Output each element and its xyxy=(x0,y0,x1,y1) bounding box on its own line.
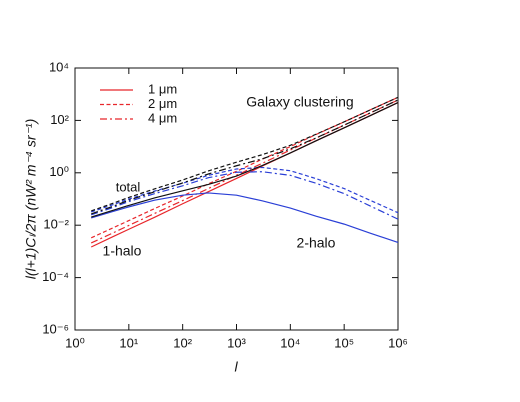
line xyxy=(91,96,399,212)
annotation: Galaxy clustering xyxy=(246,94,353,110)
line xyxy=(90,99,399,244)
annotation: 2-halo xyxy=(297,235,336,251)
x-axis-label: l xyxy=(234,359,238,375)
y-tick-label: 10⁻⁴ xyxy=(42,269,69,284)
line xyxy=(91,102,399,218)
x-tick-label: 10² xyxy=(173,335,192,350)
line xyxy=(91,166,399,214)
legend-label: 2 μm xyxy=(148,96,177,111)
x-tick-label: 10³ xyxy=(227,335,246,350)
annotation: total xyxy=(116,179,141,194)
legend-label: 4 μm xyxy=(148,110,177,125)
line xyxy=(91,171,399,220)
x-tick-label: 10¹ xyxy=(119,335,138,350)
x-tick-label: 10⁵ xyxy=(334,335,354,350)
y-tick-label: 10² xyxy=(50,112,69,127)
annotation: 1-halo xyxy=(103,243,142,259)
y-tick-label: 10⁻⁶ xyxy=(42,321,69,336)
y-axis-label: l(l+1)Cₗ/2π (nW² m⁻⁴ sr⁻¹) xyxy=(23,119,39,279)
line xyxy=(91,99,399,215)
y-tick-label: 10⁴ xyxy=(49,59,69,74)
x-tick-label: 10⁶ xyxy=(388,335,408,350)
legend-label: 1 μm xyxy=(148,81,177,96)
y-tick-label: 10⁰ xyxy=(49,164,69,179)
y-tick-label: 10⁻² xyxy=(43,217,69,232)
line xyxy=(91,192,399,243)
line xyxy=(90,96,399,239)
x-tick-label: 10⁴ xyxy=(280,335,300,350)
x-tick-label: 10⁰ xyxy=(65,335,85,350)
